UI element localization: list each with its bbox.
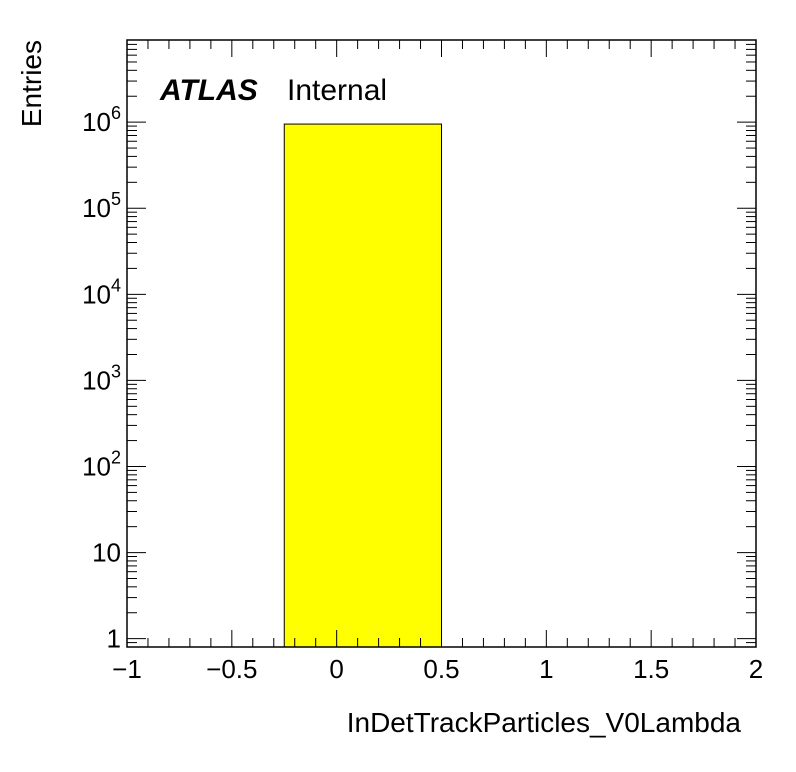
x-tick-label: 1.5 bbox=[633, 654, 669, 684]
x-tick-label: 0.5 bbox=[423, 654, 459, 684]
y-tick-labels: 1 10 102 103 104 105 106 bbox=[82, 103, 121, 654]
x-tick-label: 0 bbox=[329, 654, 343, 684]
histogram-bar-0 bbox=[283, 123, 442, 648]
y-tick-label: 105 bbox=[82, 189, 121, 223]
atlas-label: ATLAS bbox=[159, 74, 258, 107]
x-tick-label: −1 bbox=[112, 654, 142, 684]
y-tick-label: 102 bbox=[82, 447, 121, 481]
axis-ticks bbox=[126, 39, 757, 648]
x-tick-label: 1 bbox=[539, 654, 553, 684]
y-tick-label: 1 bbox=[107, 624, 121, 654]
histogram-bars bbox=[283, 123, 442, 648]
atlas-internal-label: Internal bbox=[287, 74, 387, 107]
plot-frame bbox=[126, 39, 757, 648]
y-tick-label: 103 bbox=[82, 361, 121, 395]
x-tick-labels: −1 −0.5 0 0.5 1 1.5 2 bbox=[112, 654, 763, 684]
x-tick-label: 2 bbox=[749, 654, 763, 684]
y-tick-label: 104 bbox=[82, 275, 121, 309]
y-tick-label: 106 bbox=[82, 103, 121, 137]
x-axis-title: InDetTrackParticles_V0Lambda bbox=[347, 707, 742, 738]
x-tick-label: −0.5 bbox=[206, 654, 257, 684]
y-tick-label: 10 bbox=[92, 538, 121, 568]
y-axis-title: Entries bbox=[16, 40, 47, 127]
